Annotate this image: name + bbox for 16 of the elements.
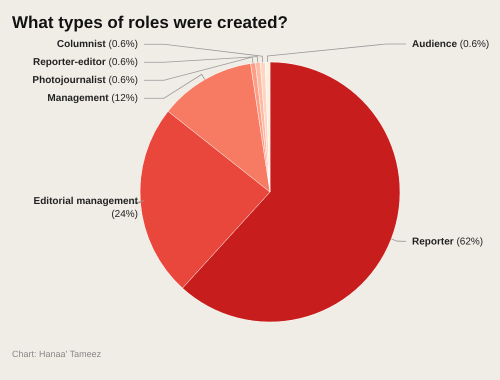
data-label: (0.6%)	[106, 57, 138, 68]
data-label: (0.6%)	[106, 39, 138, 50]
slice-label: Photojournalist	[32, 75, 106, 86]
slice-label: Reporter	[412, 236, 454, 248]
data-label: (12%)	[108, 93, 138, 104]
slice-label: Management	[47, 93, 110, 104]
slice-label: Reporter-editor	[32, 57, 106, 68]
slice-label: Columnist	[56, 39, 106, 50]
text: Chart: Hanaa' Tameez	[12, 349, 102, 359]
slice-label: Editorial management	[34, 196, 139, 207]
slice-label: Audience	[412, 39, 458, 50]
data-label: (62%)	[454, 236, 484, 248]
data-label: (0.6%)	[106, 75, 138, 86]
chart-title: What types of roles were created?	[12, 13, 288, 32]
data-label: (24%)	[111, 208, 138, 220]
data-label: (0.6%)	[457, 39, 490, 50]
